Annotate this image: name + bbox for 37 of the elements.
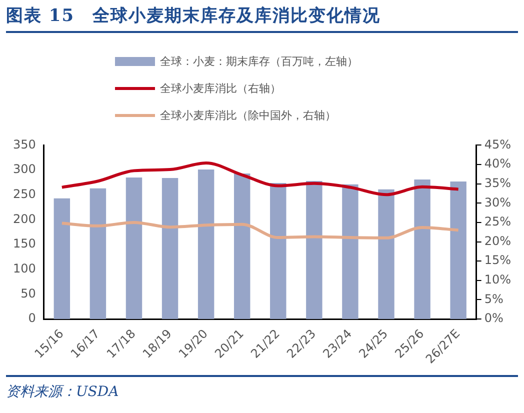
- y-tick-label: 200: [13, 212, 36, 226]
- y2-tick-label: 5%: [484, 292, 504, 306]
- y2-tick-label: 25%: [484, 214, 511, 229]
- y2-tick-label: 20%: [484, 234, 511, 248]
- y-tick-label: 350: [13, 137, 36, 152]
- y2-tick-label: 40%: [484, 156, 511, 171]
- y2-tick-label: 0%: [484, 311, 504, 326]
- y-tick-label: 300: [13, 162, 36, 176]
- y2-tick-label: 10%: [484, 272, 511, 287]
- chart-title: 图表 15 全球小麦期末库存及库消比变化情况: [6, 4, 518, 33]
- legend-label: 全球：小麦：期末库存（百万吨，左轴）: [160, 54, 358, 69]
- y2-tick-label: 15%: [484, 253, 511, 268]
- y2-tick-label: 45%: [484, 137, 511, 152]
- bar: [270, 182, 286, 320]
- bar: [90, 188, 106, 320]
- line-series: [60, 161, 460, 196]
- bar: [342, 184, 358, 320]
- bar: [54, 198, 70, 320]
- y-tick-label: 0: [28, 311, 36, 326]
- line-series: [60, 220, 460, 240]
- bar: [306, 180, 322, 320]
- bar: [414, 179, 430, 320]
- y2-tick-label: 35%: [484, 176, 511, 190]
- legend-label: 全球小麦库消比（右轴）: [160, 81, 281, 96]
- text: 资料来源：USDA: [6, 375, 518, 401]
- bar: [126, 177, 142, 320]
- y2-tick-label: 30%: [484, 195, 511, 210]
- y-tick-label: 100: [13, 261, 36, 276]
- bar: [450, 181, 466, 320]
- bar: [234, 174, 250, 320]
- bar: [162, 178, 178, 320]
- legend-label: 全球小麦库消比（除中国外，右轴）: [160, 108, 336, 123]
- y-tick-label: 50: [20, 286, 36, 300]
- y-tick-label: 250: [13, 186, 36, 201]
- bar: [378, 189, 394, 320]
- bar: [198, 170, 214, 320]
- y-tick-label: 150: [13, 236, 36, 251]
